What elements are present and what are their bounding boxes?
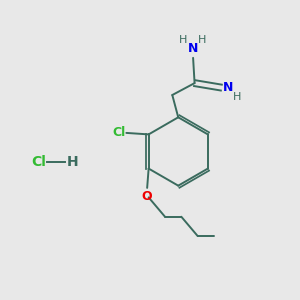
Text: Cl: Cl bbox=[112, 126, 125, 140]
Text: H: H bbox=[198, 35, 206, 45]
Text: H: H bbox=[232, 92, 241, 101]
Text: H: H bbox=[179, 35, 187, 45]
Text: O: O bbox=[142, 190, 152, 203]
Text: N: N bbox=[223, 81, 233, 94]
Text: Cl: Cl bbox=[31, 155, 46, 169]
Text: H: H bbox=[67, 155, 78, 169]
Text: N: N bbox=[188, 43, 198, 56]
